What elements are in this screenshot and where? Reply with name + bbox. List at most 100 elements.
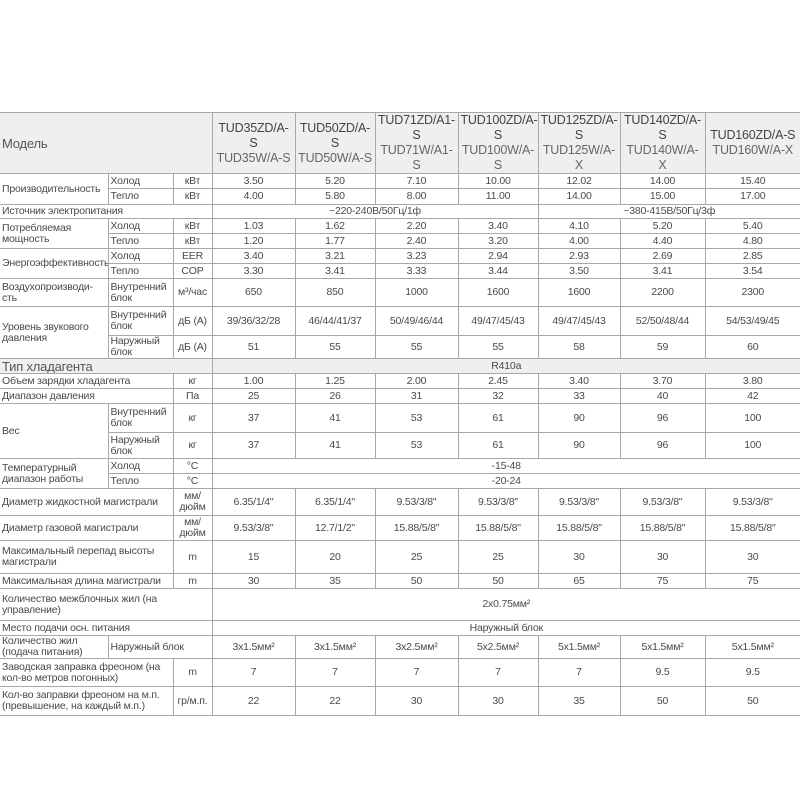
max-height-label: Максимальный перепад высоты магистрали <box>0 540 174 574</box>
max-length-row: Максимальная длина магистрали m 30 35 50 50… <box>0 573 800 589</box>
value-cell: 11.00 <box>457 188 539 205</box>
efficiency-cool-row: Энергоэффективность Холод EER 3.40 3.21 3.… <box>0 248 800 279</box>
value-cell: 55 <box>457 335 539 359</box>
value-cell: 50 <box>457 573 539 589</box>
value-cell: 15.88/5/8" <box>537 515 621 541</box>
refrigerant-label: Тип хладагента <box>0 358 213 374</box>
value-cell: 31 <box>374 388 459 404</box>
value-cell: 30 <box>619 540 706 574</box>
temperature-heat-value: -20-24 <box>211 473 800 489</box>
sub-label: Тепло <box>108 233 174 249</box>
power-source-row: Источник электропитания ~220-240В/50Гц/1… <box>0 204 800 219</box>
value-cell: 41 <box>294 432 376 459</box>
value-cell: 1600 <box>457 278 539 307</box>
value-cell: 37 <box>211 403 296 433</box>
value-cell: 42 <box>704 388 800 404</box>
power-source-label: Источник электропитания <box>0 204 213 219</box>
unit: гр/м.п. <box>172 686 213 716</box>
value-cell: 30 <box>374 686 459 716</box>
max-length-label: Максимальная длина магистрали <box>0 573 174 589</box>
sub-label: Холод <box>107 173 174 189</box>
value-cell: 5.80 <box>294 188 376 205</box>
value-cell: 1.62 <box>294 218 376 234</box>
value-cell: 54/53/49/45 <box>704 306 800 336</box>
refrigerant-value: R410a <box>211 358 800 374</box>
power-wires-row: Количество жил (подача питания) Наружный… <box>0 635 800 659</box>
sub-label: Тепло <box>108 263 174 279</box>
unit: мм/ дюйм <box>172 488 213 516</box>
unit: °С <box>172 473 213 489</box>
noise-indoor-row: Уровень звукового давления Внутренний бл… <box>0 306 800 359</box>
control-wires-value: 2x0.75мм² <box>211 588 800 621</box>
value-cell: 30 <box>457 686 539 716</box>
value-cell: 9.53/3/8" <box>457 488 539 516</box>
value-cell: 49/47/45/43 <box>537 306 621 336</box>
value-cell: 30 <box>211 573 296 589</box>
value-cell: 26 <box>294 388 376 404</box>
liquid-pipe-label: Диаметр жидкостной магистрали <box>0 488 174 516</box>
value-cell: 6.35/1/4" <box>211 488 296 516</box>
sub-label: Наружный блок <box>108 335 174 359</box>
pressure-row: Диапазон давления Па 25 26 31 32 33 40 42 <box>0 388 800 404</box>
value-cell: 14.00 <box>619 173 706 189</box>
factory-charge-label: Заводская заправка фреоном (на кол-во ме… <box>0 658 174 687</box>
value-cell: 9.53/3/8" <box>619 488 706 516</box>
value-cell: 46/44/41/37 <box>294 306 376 336</box>
value-cell: 2.85 <box>704 248 800 264</box>
value-cell: 30 <box>537 540 621 574</box>
value-cell: 3.23 <box>374 248 459 264</box>
value-cell: 10.00 <box>457 173 539 189</box>
power-point-label: Место подачи осн. питания <box>0 620 213 636</box>
unit: кВт <box>172 173 213 189</box>
value-cell: 22 <box>294 686 376 716</box>
sub-label: Внутренний блок <box>107 306 174 336</box>
value-cell: 50 <box>704 686 800 716</box>
value-cell: 1.77 <box>294 233 376 249</box>
value-cell: 35 <box>537 686 621 716</box>
input-label: Потребляемая мощность <box>0 218 109 249</box>
value-cell: 5.20 <box>619 218 706 234</box>
model-header: TUD100ZD/A-S TUD100W/A-S <box>457 112 539 174</box>
sub-label: Тепло <box>108 188 174 205</box>
unit: m <box>172 658 213 687</box>
value-cell: 17.00 <box>704 188 800 205</box>
value-cell: 9.53/3/8" <box>374 488 459 516</box>
value-cell: 32 <box>457 388 539 404</box>
value-cell: 3.21 <box>294 248 376 264</box>
model-header: TUD160ZD/A-S TUD160W/A-X <box>704 112 800 174</box>
value-cell: 2.93 <box>537 248 621 264</box>
value-cell: 4.00 <box>537 233 621 249</box>
value-cell: 58 <box>537 335 621 359</box>
unit: COP <box>172 263 213 279</box>
value-cell: 50 <box>619 686 706 716</box>
value-cell: 1.20 <box>211 233 296 249</box>
sub-label: Наружный блок <box>108 432 174 459</box>
unit: m <box>172 540 213 574</box>
value-cell: 37 <box>211 432 296 459</box>
value-cell: 40 <box>619 388 706 404</box>
value-cell: 53 <box>374 403 459 433</box>
value-cell: 7 <box>211 658 296 687</box>
input-cool-row: Потребляемая мощность Холод кВт 1.03 1.62… <box>0 218 800 249</box>
value-cell: 2.40 <box>374 233 459 249</box>
value-cell: 7 <box>374 658 459 687</box>
value-cell: 3.44 <box>457 263 539 279</box>
value-cell: 25 <box>457 540 539 574</box>
value-cell: 25 <box>374 540 459 574</box>
value-cell: 7.10 <box>374 173 459 189</box>
capacity-label: Производительность <box>0 173 109 205</box>
pressure-label: Диапазон давления <box>0 388 174 404</box>
value-cell: 8.00 <box>374 188 459 205</box>
value-cell: 3.50 <box>211 173 296 189</box>
unit: °С <box>172 458 213 474</box>
value-cell: 3.33 <box>374 263 459 279</box>
value-cell: 1000 <box>374 278 459 307</box>
value-cell: 15.88/5/8" <box>457 515 539 541</box>
value-cell: 96 <box>619 432 706 459</box>
model-label: Модель <box>0 112 213 174</box>
charge-label: Объем зарядки хладагента <box>0 373 174 389</box>
value-cell: 15.88/5/8" <box>619 515 706 541</box>
value-cell: 90 <box>537 432 621 459</box>
unit: кг <box>172 403 213 433</box>
value-cell: 12.7/1/2" <box>294 515 376 541</box>
